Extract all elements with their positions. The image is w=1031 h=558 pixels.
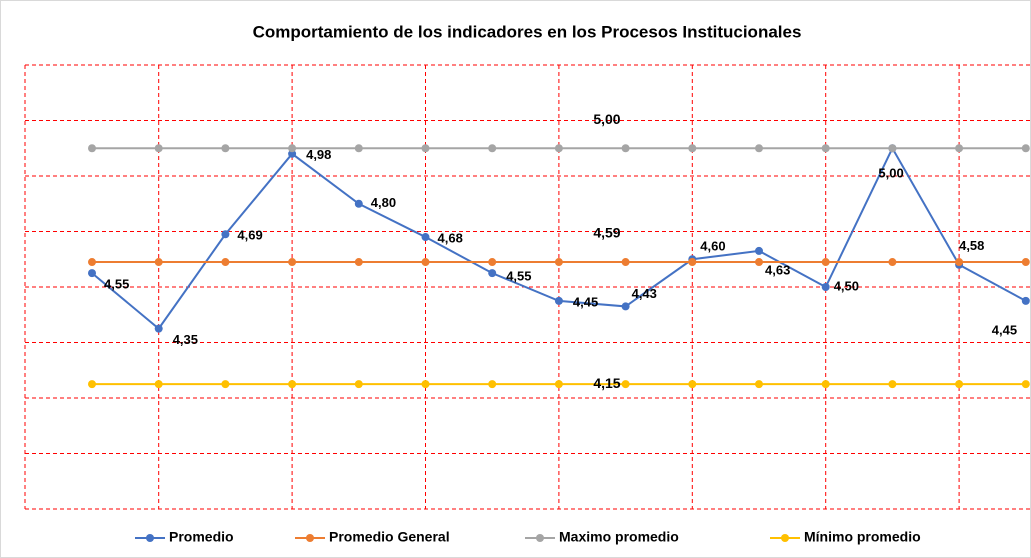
point xyxy=(755,258,763,267)
point xyxy=(288,258,297,267)
point xyxy=(821,258,830,267)
legend-marker xyxy=(146,534,154,542)
data-label: 4,45 xyxy=(992,322,1017,337)
data-label: 4,98 xyxy=(306,147,331,162)
point xyxy=(288,149,297,158)
point xyxy=(888,380,897,389)
legend-marker xyxy=(781,534,789,542)
point xyxy=(288,380,297,389)
point xyxy=(154,144,163,153)
data-label: 4,45 xyxy=(573,294,598,309)
data-label: 4,35 xyxy=(173,332,198,347)
point xyxy=(421,233,430,242)
point xyxy=(88,258,96,267)
legend-marker xyxy=(306,534,314,542)
legend-label: Promedio xyxy=(169,529,234,545)
legend-marker xyxy=(536,534,544,542)
data-label: 4,69 xyxy=(237,228,262,243)
point xyxy=(154,380,163,389)
point xyxy=(88,380,96,389)
point xyxy=(955,144,964,153)
data-label: 4,55 xyxy=(104,277,129,292)
point xyxy=(554,144,563,153)
point xyxy=(621,258,630,267)
data-label: 4,60 xyxy=(700,239,725,254)
point xyxy=(488,258,497,267)
legend-label: Maximo promedio xyxy=(559,529,679,545)
data-label: 4,43 xyxy=(632,286,657,301)
point xyxy=(1021,380,1030,389)
data-label: 4,68 xyxy=(438,230,463,245)
data-label: 4,15 xyxy=(593,375,620,391)
point xyxy=(888,258,897,267)
point xyxy=(888,144,897,153)
point xyxy=(354,144,363,153)
point xyxy=(755,246,763,255)
data-label: 5,00 xyxy=(593,111,620,127)
point xyxy=(955,258,964,267)
point xyxy=(354,258,363,267)
data-label: 4,58 xyxy=(959,238,984,253)
point xyxy=(821,380,830,389)
point xyxy=(688,258,697,267)
point xyxy=(88,269,96,278)
point xyxy=(488,269,497,278)
point xyxy=(488,380,497,389)
point xyxy=(88,144,96,153)
point xyxy=(688,144,697,153)
point xyxy=(421,380,430,389)
point xyxy=(755,144,763,153)
point xyxy=(221,380,230,389)
point xyxy=(821,283,830,291)
point xyxy=(821,144,830,153)
point xyxy=(554,380,563,389)
point xyxy=(688,380,697,389)
point xyxy=(221,230,230,239)
legend-label: Mínimo promedio xyxy=(804,529,921,545)
point xyxy=(554,296,563,305)
point xyxy=(421,258,430,267)
point xyxy=(221,144,230,153)
point xyxy=(1021,258,1030,267)
chart-title: Comportamiento de los indicadores en los… xyxy=(253,22,802,41)
point xyxy=(421,144,430,153)
point xyxy=(488,144,497,153)
point xyxy=(621,380,630,389)
point xyxy=(221,258,230,267)
point xyxy=(154,324,163,333)
point xyxy=(1021,296,1030,305)
point xyxy=(354,199,363,208)
data-label: 4,55 xyxy=(506,269,531,284)
point xyxy=(288,144,297,153)
data-label: 4,59 xyxy=(593,225,620,241)
point xyxy=(755,380,763,389)
data-label: 4,50 xyxy=(834,278,859,293)
point xyxy=(621,302,630,311)
legend-label: Promedio General xyxy=(329,529,450,545)
point xyxy=(354,380,363,389)
point xyxy=(154,258,163,267)
point xyxy=(554,258,563,267)
data-label: 5,00 xyxy=(878,166,903,181)
data-label: 4,63 xyxy=(765,262,790,277)
point xyxy=(955,380,964,389)
point xyxy=(621,144,630,153)
point xyxy=(1021,144,1030,153)
data-label: 4,80 xyxy=(371,195,396,210)
